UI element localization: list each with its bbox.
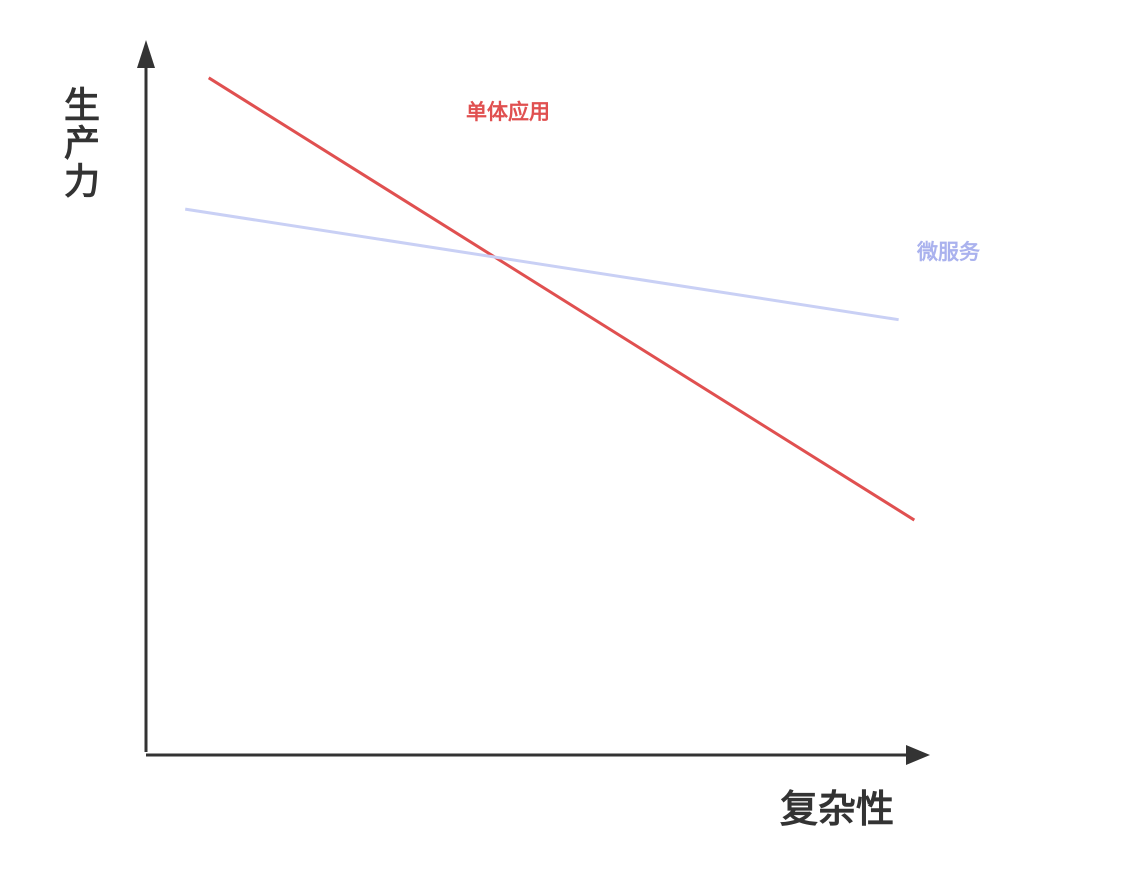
series-label-monolith: 单体应用: [466, 100, 550, 124]
series-line-monolith: [207, 76, 916, 522]
series-line-microservices: [184, 207, 899, 322]
y-axis-label: 生产力: [58, 86, 99, 200]
series-label-microservices: 微服务: [917, 240, 980, 264]
x-axis-arrow: [906, 745, 930, 765]
series-group: [184, 76, 916, 522]
y-axis-arrow: [137, 40, 155, 68]
x-axis-label: 复杂性: [780, 787, 895, 831]
